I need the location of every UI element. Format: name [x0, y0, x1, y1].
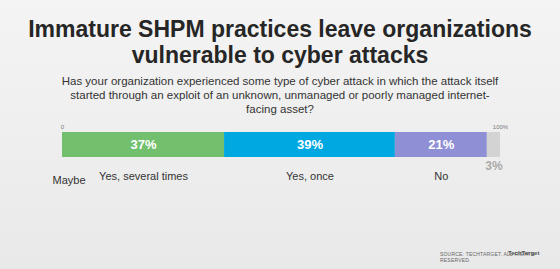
svg-text:37%: 37% [131, 137, 157, 152]
html-text:Has your organization experien: Has your organization experienced some t… [61, 75, 499, 115]
svg-text:100%: 100% [493, 124, 509, 130]
html-text:TechTarget: TechTarget [508, 250, 540, 256]
svg-text:No: No [434, 170, 448, 182]
html-text:Immature SHPM practices leave: Immature SHPM practices leave organizati… [28, 16, 532, 68]
svg-text:Yes, once: Yes, once [286, 170, 334, 182]
svg-text:0: 0 [61, 124, 65, 130]
svg-text:Yes, several times: Yes, several times [99, 170, 188, 182]
html-text:SOURCE: TECHTARGET. ALL RIGHTS: SOURCE: TECHTARGET. ALL RIGHTS RESERVED. [440, 251, 535, 263]
svg-text:Maybe: Maybe [53, 174, 86, 186]
svg-text:3%: 3% [485, 159, 503, 173]
svg-text:39%: 39% [297, 137, 323, 152]
svg-text:21%: 21% [428, 137, 454, 152]
